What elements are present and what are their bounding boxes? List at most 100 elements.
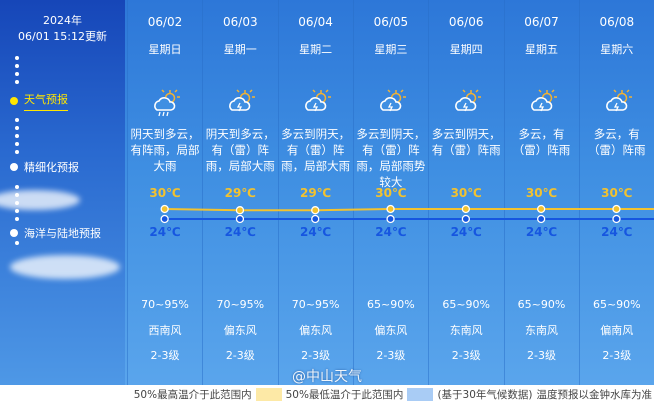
humidity: 70~95% — [141, 298, 189, 311]
legend-note: 温度预报以金钟水库为准 — [536, 389, 653, 401]
nav-dot — [15, 56, 19, 60]
high-temp: 29℃ — [299, 186, 332, 200]
date: 06/03 — [223, 15, 258, 29]
nav-label: 海洋与陆地预报 — [24, 227, 101, 240]
low-temp: 24℃ — [375, 225, 407, 239]
weather-description: 阴天到多云，有阵雨，局部大雨 — [130, 127, 200, 173]
watermark: @中山天气 — [292, 369, 362, 385]
low-temp: 24℃ — [450, 225, 482, 239]
wind-level: 2-3级 — [225, 349, 255, 362]
day-column: 06/04 星期二 多云到阴天，有（雷）阵雨，局部大雨 29℃ 24℃ 70~9… — [277, 0, 353, 385]
nav-dot — [15, 185, 19, 189]
wind-level: 2-3级 — [602, 349, 632, 362]
weekday: 星期五 — [525, 43, 558, 56]
wind-level: 2-3级 — [451, 349, 481, 362]
legend: 50%最高温介于此范围内 50%最低温介于此范围内 (基于30年气候数据) 温度… — [0, 385, 654, 404]
low-temp: 24℃ — [601, 225, 633, 239]
date: 06/08 — [599, 15, 635, 29]
legend-low-label: 50%最低温介于此范围内 — [285, 389, 404, 401]
nav-dot — [15, 201, 19, 205]
weekday: 星期六 — [600, 43, 634, 56]
cloud-sun-rain-icon — [151, 88, 181, 118]
day-column: 06/07 星期五 多云，有（雷）阵雨 30℃ 24℃ 65~90% 东南风 2… — [503, 0, 579, 385]
legend-high-swatch — [255, 388, 282, 401]
high-temp: 30℃ — [525, 186, 558, 200]
bullet-icon — [10, 97, 18, 105]
high-temp: 30℃ — [375, 186, 407, 200]
wind-direction: 东南风 — [525, 324, 558, 337]
nav-dot — [15, 80, 19, 84]
wind-direction: 偏东风 — [223, 324, 257, 337]
wind-direction: 偏东风 — [374, 324, 408, 337]
nav-dot — [15, 150, 19, 154]
nav-fine-forecast[interactable]: 精细化预报 — [10, 159, 79, 175]
wind-direction: 东南风 — [449, 324, 483, 337]
humidity: 65~90% — [517, 298, 566, 311]
day-column: 06/08 星期六 多云，有（雷）阵雨 30℃ 24℃ 65~90% 偏南风 2… — [578, 0, 654, 385]
cloud-sun-thunder-icon — [302, 88, 332, 118]
nav-weather-forecast[interactable]: 天气预报 — [10, 91, 68, 111]
nav-dot — [15, 134, 19, 138]
nav-dot — [15, 142, 19, 146]
wind-level: 2-3级 — [150, 349, 180, 362]
nav-dot — [15, 209, 19, 213]
high-temp: 30℃ — [450, 186, 482, 200]
nav-dot — [15, 217, 19, 221]
nav-dot — [15, 118, 19, 122]
nav-dot — [15, 64, 19, 68]
humidity: 70~95% — [216, 298, 265, 311]
humidity: 65~90% — [442, 298, 491, 311]
cloud-sun-thunder-icon — [377, 88, 407, 118]
wind-level: 2-3级 — [301, 349, 331, 362]
high-temp: 29℃ — [224, 186, 256, 200]
low-temp: 24℃ — [525, 225, 558, 239]
day-column: 06/06 星期四 多云到阴天，有（雷）阵雨 30℃ 24℃ 65~90% 东南… — [428, 0, 503, 385]
legend-high-label: 50%最高温介于此范围内 — [133, 389, 252, 401]
wind-direction: 西南风 — [148, 324, 182, 337]
wind-level: 2-3级 — [376, 349, 406, 362]
weather-description: 阴天到多云，有（雷）阵雨，局部大雨 — [205, 127, 275, 173]
weekday: 星期一 — [223, 43, 257, 56]
bullet-icon — [10, 229, 18, 237]
weather-description: 多云到阴天，有（雷）阵雨，局部雨势较大 — [356, 127, 426, 189]
date: 06/07 — [524, 15, 559, 29]
weekday: 星期三 — [374, 43, 408, 56]
day-column: 06/02 星期日 阴天到多云，有阵雨，局部大雨 30℃ 24℃ 70~95% … — [127, 0, 202, 385]
cloud-sun-thunder-icon — [452, 88, 482, 118]
weather-description: 多云，有（雷）阵雨 — [512, 127, 571, 157]
low-temp: 24℃ — [299, 225, 332, 239]
date: 06/06 — [448, 15, 484, 29]
nav-dot — [15, 126, 19, 130]
high-temp: 30℃ — [149, 186, 181, 200]
weekday: 星期四 — [449, 43, 483, 56]
cloud-sun-thunder-icon — [603, 88, 633, 118]
legend-low-swatch — [407, 388, 434, 401]
day-column: 06/03 星期一 阴天到多云，有（雷）阵雨，局部大雨 29℃ 24℃ 70~9… — [202, 0, 277, 385]
nav-dot — [15, 72, 19, 76]
humidity: 70~95% — [291, 298, 340, 311]
humidity: 65~90% — [367, 298, 415, 311]
cloud-decoration — [10, 255, 120, 279]
nav-dot — [15, 241, 19, 245]
bullet-icon — [10, 163, 18, 171]
weather-description: 多云到阴天，有（雷）阵雨 — [431, 127, 501, 157]
nav-marine-land-forecast[interactable]: 海洋与陆地预报 — [10, 225, 101, 241]
cloud-sun-thunder-icon — [528, 88, 558, 118]
day-column: 06/05 星期三 多云到阴天，有（雷）阵雨，局部雨势较大 30℃ 24℃ 65… — [352, 0, 428, 385]
weather-description: 多云到阴天，有（雷）阵雨，局部大雨 — [281, 127, 351, 173]
wind-direction: 偏南风 — [600, 324, 634, 337]
nav-label: 精细化预报 — [24, 161, 79, 174]
low-temp: 24℃ — [224, 225, 256, 239]
cloud-sun-thunder-icon — [226, 88, 256, 118]
date: 06/04 — [298, 15, 333, 29]
year-label: 2024年 — [43, 14, 82, 27]
update-time: 06/01 15:12更新 — [18, 30, 107, 43]
high-temp: 30℃ — [601, 186, 633, 200]
date: 06/05 — [373, 15, 409, 29]
low-temp: 24℃ — [149, 225, 181, 239]
wind-direction: 偏东风 — [299, 324, 333, 337]
humidity: 65~90% — [592, 298, 641, 311]
wind-level: 2-3级 — [527, 349, 556, 362]
forecast-panel: 2024年 06/01 15:12更新 天气预报 精细化预报 海洋与陆地预报 0… — [0, 0, 654, 385]
weekday: 星期二 — [299, 43, 333, 56]
